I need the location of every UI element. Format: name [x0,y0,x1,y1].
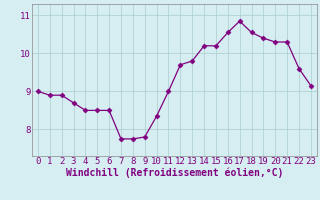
X-axis label: Windchill (Refroidissement éolien,°C): Windchill (Refroidissement éolien,°C) [66,168,283,178]
